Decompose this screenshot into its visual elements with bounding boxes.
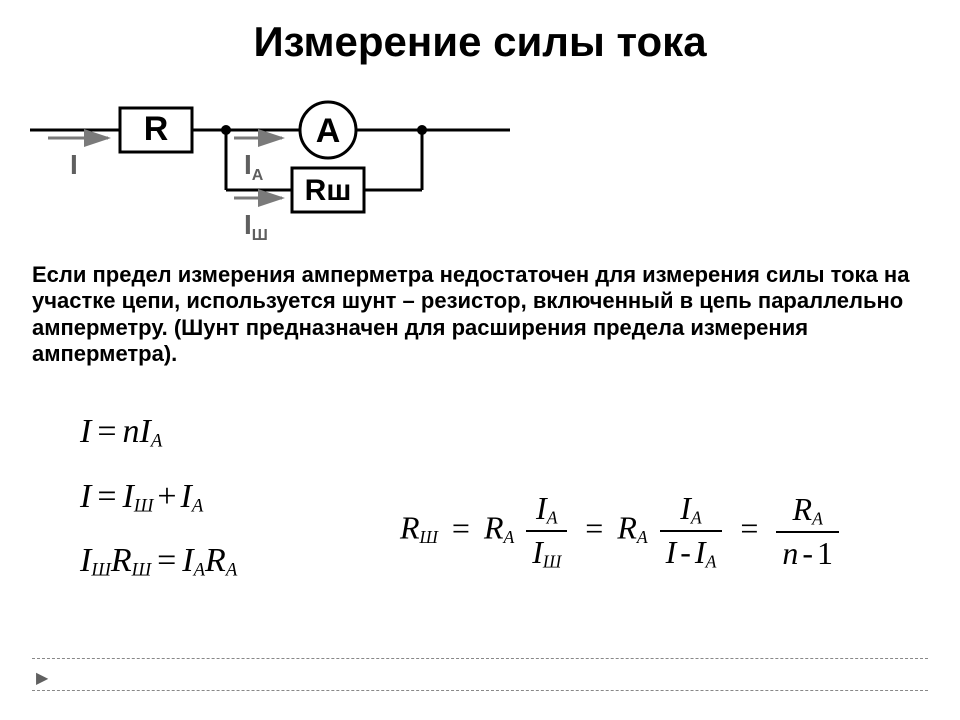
- explanation-paragraph: Если предел измерения амперметра недоста…: [32, 262, 928, 368]
- shunt-resistor-label: Rш: [305, 174, 352, 207]
- footer-dashed-line-top: [32, 658, 928, 659]
- footer-triangle-icon: ▶: [36, 668, 48, 688]
- current-Ish-label: IШ: [244, 209, 268, 244]
- circuit-diagram: R A Rш I: [30, 90, 510, 260]
- current-IA-label: IА: [244, 149, 264, 184]
- page: Измерение силы тока R A Rш: [0, 0, 960, 720]
- current-I-label: I: [70, 149, 78, 180]
- formulas-left-column: I=nIA I=IШ+IA IШRШ=IARA: [80, 400, 237, 594]
- formula-IshRsh-eq-IARA: IШRШ=IARA: [80, 529, 237, 594]
- ammeter-label: A: [316, 112, 341, 150]
- formula-I-eq-Ish-plus-IA: I=IШ+IA: [80, 465, 237, 530]
- page-title: Измерение силы тока: [0, 18, 960, 66]
- resistor-label: R: [144, 110, 169, 148]
- footer-dashed-line-bottom: [32, 690, 928, 691]
- formula-I-eq-nIA: I=nIA: [80, 400, 237, 465]
- formula-Rsh-chain: RШ = RA IA IШ = RA IA I-IA = RA n-1: [400, 490, 843, 573]
